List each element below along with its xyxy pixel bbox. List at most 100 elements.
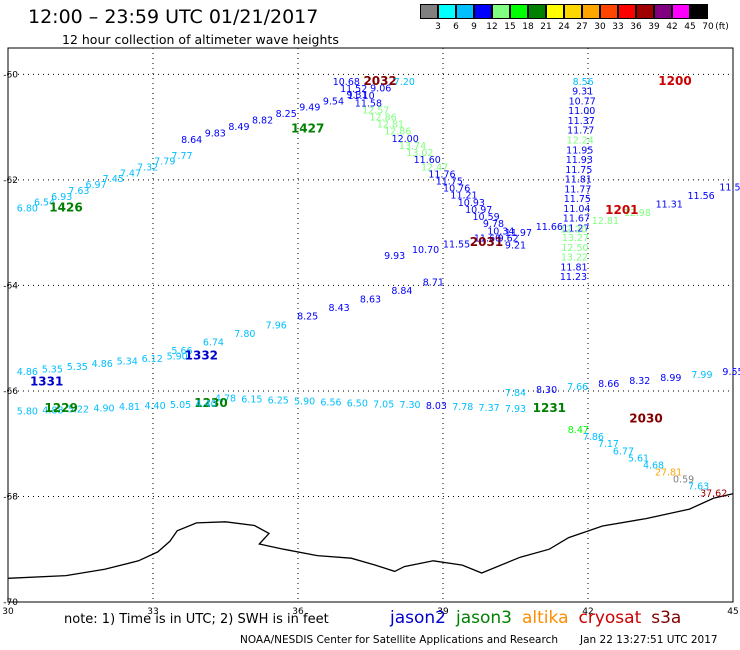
pass-time-label: 1230 — [194, 396, 227, 410]
swh-value: 10.77 — [569, 96, 596, 107]
swh-value: 12.00 — [392, 134, 419, 145]
swh-value: 7.84 — [505, 388, 526, 399]
swh-value: 4.78 — [215, 394, 236, 405]
pass-time-label: 1331 — [30, 375, 63, 389]
scale-swatch — [654, 4, 672, 19]
swh-value: 9.06 — [370, 83, 391, 94]
swh-value: 12.86 — [370, 112, 397, 123]
scale-label: 39 — [648, 22, 660, 32]
lon-tick-label: 30 — [2, 607, 14, 617]
swh-value: 11.56 — [687, 191, 714, 202]
legend-cryosat: cryosat — [578, 608, 642, 628]
swh-value: 5.35 — [42, 364, 63, 375]
swh-value: 11.81 — [565, 175, 592, 186]
lon-tick-label: 33 — [147, 607, 158, 617]
swh-value: 7.63 — [68, 186, 89, 197]
swh-value: 12.24 — [567, 135, 594, 146]
swh-value: 11.58 — [355, 98, 382, 109]
swh-value: 12.86 — [384, 127, 411, 138]
swh-value: 5.34 — [117, 357, 138, 368]
scale-label: 6 — [453, 22, 459, 32]
scale-swatch — [690, 4, 708, 19]
swh-value: 11.93 — [566, 155, 593, 166]
swh-value: 13.27 — [562, 233, 589, 244]
swh-value: 5.61 — [628, 453, 649, 464]
swh-value: 7.66 — [567, 382, 588, 393]
pass-time-label: 1229 — [44, 401, 77, 415]
lon-tick-label: 45 — [727, 607, 738, 617]
swh-value: 8.63 — [360, 295, 381, 306]
scale-label: 3 — [435, 22, 441, 32]
scale-label: 33 — [612, 22, 624, 32]
swh-value: 8.49 — [228, 122, 249, 133]
swh-value: 8.71 — [423, 277, 444, 288]
swh-value: 11.75 — [564, 194, 591, 205]
swh-value: 6.77 — [613, 446, 634, 457]
swh-value: 11.67 — [563, 214, 590, 225]
swh-value: 9.21 — [505, 240, 526, 251]
swh-value: 8.99 — [660, 373, 681, 384]
swh-value: 11.23 — [560, 272, 587, 283]
scale-swatch — [672, 4, 690, 19]
scale-label: 27 — [576, 22, 588, 32]
swh-value: 9.55 — [722, 367, 740, 378]
swh-value: 11.27 — [562, 223, 589, 234]
lon-tick-label: 42 — [582, 607, 593, 617]
swh-value: 7.20 — [394, 77, 415, 88]
swh-value: 7.17 — [598, 439, 619, 450]
swh-value: 11.97 — [505, 228, 532, 239]
scale-swatch — [492, 4, 510, 19]
swh-value: 11.66 — [536, 222, 563, 233]
pass-time-label: 1231 — [533, 401, 566, 415]
swh-value: 12.50 — [561, 243, 588, 254]
swh-value: 10.70 — [412, 245, 439, 256]
swh-value: 11.52 — [340, 84, 367, 95]
swh-value: 11.60 — [414, 155, 441, 166]
pass-time-label: 1201 — [605, 203, 638, 217]
credit-line: NOAA/NESDIS Center for Satellite Applica… — [240, 634, 558, 646]
swh-value: 7.77 — [171, 151, 192, 162]
generation-timestamp: Jan 22 13:27:51 UTC 2017 — [580, 634, 718, 646]
swh-value: 4.81 — [119, 402, 140, 413]
swh-value: 12.47 — [421, 162, 448, 173]
swh-value: 4.86 — [92, 359, 113, 370]
swh-value: 7.93 — [505, 404, 526, 415]
lon-tick-label: 36 — [292, 607, 304, 617]
swh-value: 11.31 — [656, 199, 683, 210]
swh-value: 11.77 — [564, 184, 591, 195]
map-subtitle: 12 hour collection of altimeter wave hei… — [62, 32, 339, 47]
swh-value: 5.05 — [170, 400, 191, 411]
lat-tick-label: -66 — [3, 387, 18, 397]
scale-swatch — [564, 4, 582, 19]
pass-time-label: 2030 — [629, 412, 662, 426]
swh-value: 6.56 — [320, 397, 341, 408]
swh-value: 37.62 — [700, 488, 727, 499]
swh-value: 8.84 — [391, 286, 412, 297]
scale-swatch — [618, 4, 636, 19]
swh-value: 27.81 — [655, 467, 682, 478]
swh-value: 9.78 — [483, 219, 504, 230]
map-frame — [7, 47, 734, 603]
lon-tick-label: 39 — [437, 607, 449, 617]
swh-value: 7.45 — [103, 174, 124, 185]
swh-value: 5.35 — [67, 362, 88, 373]
swh-value: 5.22 — [68, 404, 89, 415]
scale-unit: (ft) — [715, 22, 729, 32]
swh-value: 11.81 — [560, 262, 587, 273]
swh-value: 7.32 — [137, 163, 158, 174]
swh-value: 4.86 — [17, 367, 38, 378]
pass-time-label: 1427 — [291, 121, 324, 135]
swh-value: 12.98 — [624, 208, 651, 219]
swh-value: 9.31 — [572, 87, 593, 98]
swh-value: 12.57 — [362, 105, 389, 116]
swh-value: 11.75 — [565, 165, 592, 176]
swh-value: 7.63 — [688, 481, 709, 492]
swh-value: 8.25 — [276, 109, 297, 120]
swh-value: 11.54 — [719, 182, 740, 193]
swh-value: 10.59 — [472, 212, 499, 223]
swh-value: 6.12 — [142, 354, 163, 365]
swh-value: 5.90 — [167, 351, 188, 362]
swh-value: 11.95 — [566, 145, 593, 156]
swh-value: 6.97 — [85, 180, 106, 191]
swh-value: 11.37 — [568, 116, 595, 127]
